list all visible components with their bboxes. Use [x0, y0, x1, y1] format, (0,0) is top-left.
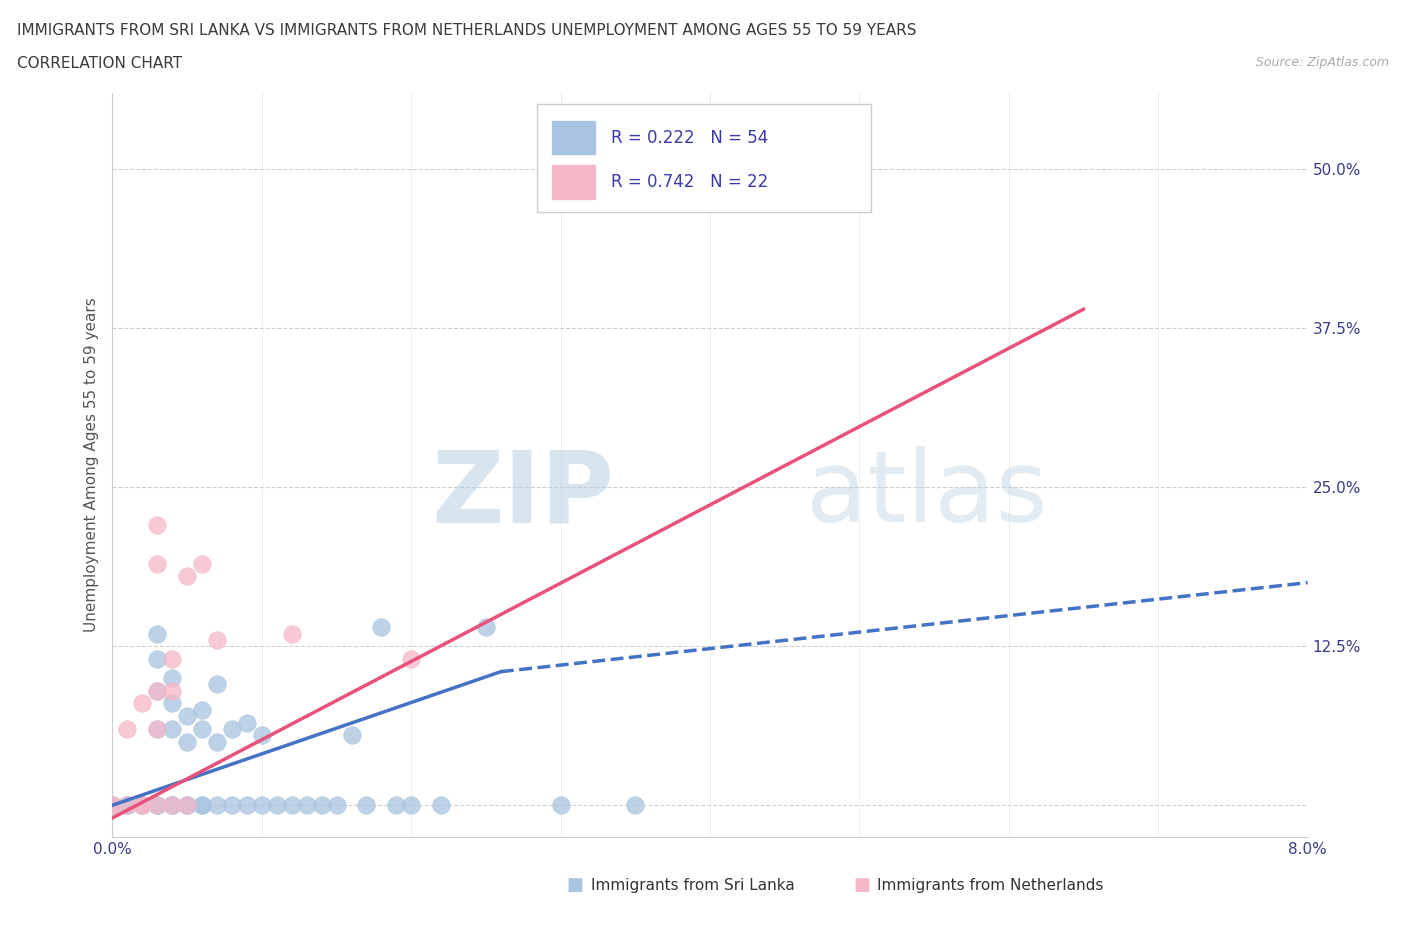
Text: ZIP: ZIP [432, 446, 614, 543]
Point [146, 684, 169, 698]
Text: ■: ■ [567, 876, 583, 895]
Point [176, 709, 198, 724]
Point [281, 626, 304, 641]
Point [117, 798, 139, 813]
Point [162, 798, 183, 813]
Point [191, 722, 214, 737]
Point [236, 715, 259, 730]
FancyBboxPatch shape [537, 104, 872, 212]
Text: CORRELATION CHART: CORRELATION CHART [17, 56, 181, 71]
Point [101, 798, 124, 813]
Y-axis label: Unemployment Among Ages 55 to 59 years: Unemployment Among Ages 55 to 59 years [83, 298, 98, 632]
Point [325, 798, 347, 813]
Point [131, 798, 153, 813]
Point [146, 798, 169, 813]
Point [162, 798, 183, 813]
Point [744, 162, 766, 177]
Text: Immigrants from Sri Lanka: Immigrants from Sri Lanka [591, 878, 794, 893]
Point [162, 798, 183, 813]
Point [162, 722, 183, 737]
Point [131, 798, 153, 813]
Point [146, 722, 169, 737]
Point [131, 696, 153, 711]
Point [162, 671, 183, 685]
Point [250, 728, 273, 743]
Point [131, 798, 153, 813]
Point [176, 798, 198, 813]
FancyBboxPatch shape [551, 165, 596, 200]
Text: R = 0.222   N = 54: R = 0.222 N = 54 [610, 128, 768, 147]
Point [266, 798, 288, 813]
Point [176, 798, 198, 813]
Text: IMMIGRANTS FROM SRI LANKA VS IMMIGRANTS FROM NETHERLANDS UNEMPLOYMENT AMONG AGES: IMMIGRANTS FROM SRI LANKA VS IMMIGRANTS … [17, 23, 917, 38]
Point [311, 798, 333, 813]
Point [176, 734, 198, 749]
Point [146, 798, 169, 813]
Point [117, 722, 139, 737]
Point [370, 619, 392, 634]
Point [550, 798, 572, 813]
Point [162, 696, 183, 711]
Point [176, 569, 198, 584]
Point [146, 684, 169, 698]
Point [205, 798, 228, 813]
Point [295, 798, 318, 813]
Point [205, 677, 228, 692]
Point [117, 798, 139, 813]
Point [117, 798, 139, 813]
Point [101, 798, 124, 813]
Point [624, 798, 647, 813]
Point [205, 632, 228, 647]
Point [146, 652, 169, 667]
Point [401, 652, 423, 667]
Point [101, 798, 124, 813]
Text: atlas: atlas [806, 446, 1047, 543]
Point [356, 798, 378, 813]
Point [101, 798, 124, 813]
Point [146, 626, 169, 641]
Point [101, 798, 124, 813]
Point [162, 652, 183, 667]
Point [191, 798, 214, 813]
FancyBboxPatch shape [551, 120, 596, 155]
Point [191, 556, 214, 571]
Point [236, 798, 259, 813]
Text: Source: ZipAtlas.com: Source: ZipAtlas.com [1256, 56, 1389, 69]
Point [221, 722, 243, 737]
Point [205, 734, 228, 749]
Point [475, 619, 498, 634]
Point [385, 798, 408, 813]
Point [191, 702, 214, 717]
Point [146, 798, 169, 813]
Point [401, 798, 423, 813]
Point [176, 798, 198, 813]
Point [146, 798, 169, 813]
Point [221, 798, 243, 813]
Point [146, 518, 169, 533]
Point [146, 556, 169, 571]
Text: Immigrants from Netherlands: Immigrants from Netherlands [877, 878, 1104, 893]
Point [131, 798, 153, 813]
Point [146, 722, 169, 737]
Text: ■: ■ [853, 876, 870, 895]
Point [117, 798, 139, 813]
Point [281, 798, 304, 813]
Point [340, 728, 363, 743]
Point [191, 798, 214, 813]
Point [430, 798, 453, 813]
Point [162, 798, 183, 813]
Point [101, 798, 124, 813]
Text: R = 0.742   N = 22: R = 0.742 N = 22 [610, 173, 768, 192]
Point [162, 684, 183, 698]
Point [250, 798, 273, 813]
Point [101, 798, 124, 813]
